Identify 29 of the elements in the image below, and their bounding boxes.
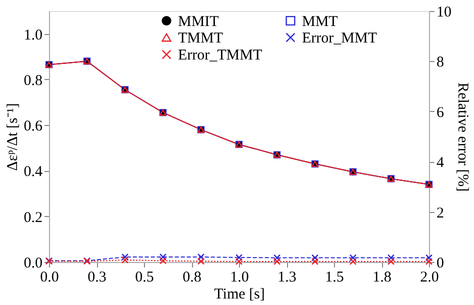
x-tick-label: 0.3 (88, 270, 106, 286)
y-tick-label: 1.0 (24, 27, 42, 44)
x-tick-label: 1.5 (325, 270, 344, 286)
y-axis-title: Δεᵖ/Δt [s⁻¹] (4, 103, 21, 171)
legend-label: Error_TMMT (178, 48, 262, 64)
y2-axis-title: Relative error [%] (454, 82, 470, 192)
legend-label: MMT (302, 14, 338, 30)
y-tick-label: 0.8 (24, 72, 42, 89)
y-tick-label: 0.0 (24, 256, 42, 272)
legend-label: MMIT (178, 14, 219, 30)
x-tick-label: 0.8 (182, 270, 202, 286)
y2-tick-label: 6 (436, 104, 444, 121)
y2-tick-label: 2 (436, 205, 444, 222)
x-tick-label: 1.8 (372, 270, 392, 286)
x-tick-label: 1.3 (278, 270, 296, 286)
x-tick-label: 0.0 (40, 270, 59, 286)
x-axis-title: Time [s] (214, 286, 265, 302)
legend-label: Error_MMT (302, 30, 377, 46)
x-tick-label: 0.5 (135, 270, 154, 286)
y2-tick-label: 0 (436, 256, 444, 272)
y2-tick-label: 8 (436, 54, 444, 71)
x-tick-label: 1.0 (230, 270, 249, 286)
y2-tick-label: 10 (436, 4, 452, 20)
legend-label: TMMT (178, 30, 223, 46)
y-tick-label: 0.6 (24, 118, 43, 135)
y-tick-label: 0.2 (24, 210, 42, 226)
y-tick-label: 0.4 (24, 164, 43, 180)
x-tick-label: 2.0 (420, 270, 439, 286)
y2-tick-label: 4 (436, 155, 444, 172)
